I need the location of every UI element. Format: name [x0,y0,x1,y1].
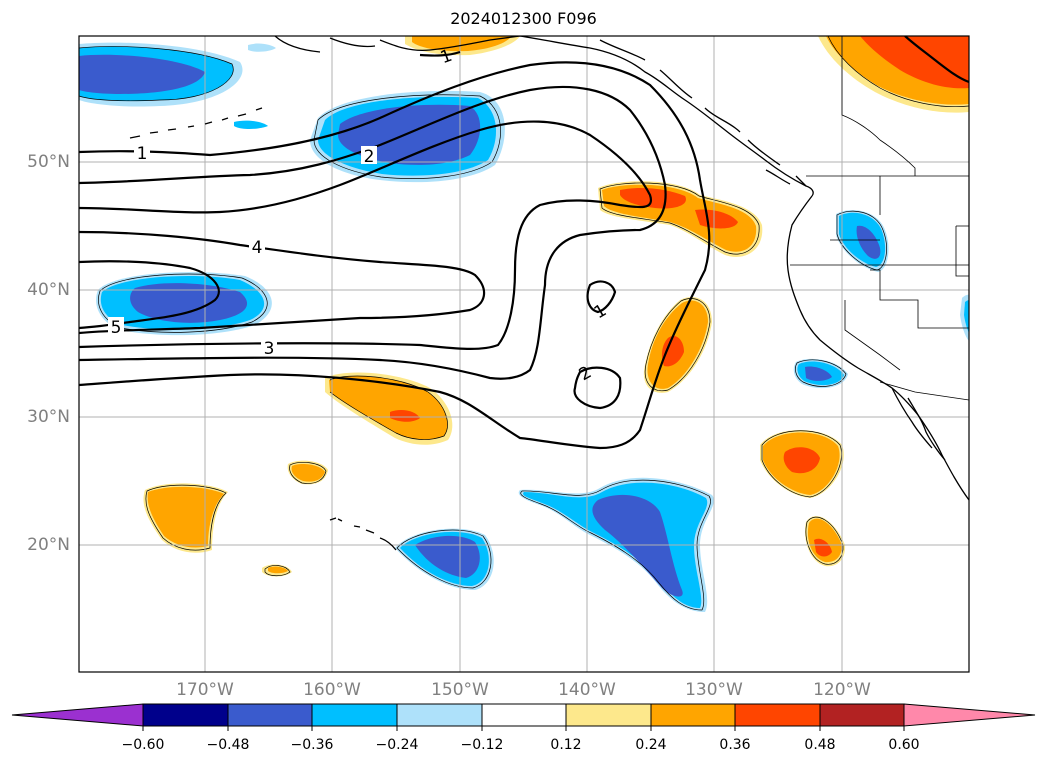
colorbar-segment [819,703,905,727]
contour-small-2 [573,366,622,410]
colorbar-tick-label: 0.48 [804,737,836,753]
colorbar-tick-label: 0.36 [719,737,751,753]
lat-label: 20°N [27,535,70,555]
lon-label: 130°W [685,680,743,700]
baja-coast [891,387,946,461]
map-title: 2024012300 F096 [450,9,597,28]
colorbar-tick-label: −0.24 [375,737,419,753]
lat-label: 50°N [27,152,70,172]
colorbar-segment [650,703,736,727]
colorbar-tick-label: −0.12 [460,737,504,753]
colorbar-segment [734,703,821,727]
colorbar-tick-label: 0.24 [635,737,667,753]
colorbar-extend-low [11,703,144,727]
contour-label: 2 [364,147,375,167]
lon-label: 140°W [558,680,616,700]
map-frame [78,35,970,673]
colorbar [11,703,1036,731]
lon-label: 150°W [431,680,489,700]
lon-label: 120°W [813,680,871,700]
colorbar-tick-label: 0.60 [888,737,920,753]
coastlines [129,36,969,551]
alaska-coast [274,36,814,197]
colorbar-extend-high [903,703,1036,727]
lat-label: 30°N [27,407,70,427]
anomaly-outlines [79,36,969,611]
contour-2 [79,85,667,380]
colorbar-segment [396,703,483,727]
colorbar-segment [227,703,313,727]
contour-top-right [904,36,969,84]
political-borders [790,36,969,401]
contour-label: 1 [137,144,148,164]
colorbar-tick-label: 0.12 [550,737,582,753]
lon-label: 160°W [303,680,361,700]
colorbar-segment [311,703,398,727]
colorbar-segment [142,703,229,727]
contour-label: 3 [264,339,275,359]
contour-1 [79,61,711,450]
contour-4 [79,230,486,335]
contour-label: 1 [591,300,610,323]
contour-label: 5 [111,318,122,338]
lat-label: 40°N [27,280,70,300]
colorbar-tick-label: −0.48 [206,737,250,753]
colorbar-tick-label: −0.36 [290,737,334,753]
contour-label: 2 [576,362,595,385]
colorbar-segment [565,703,652,727]
hawaii-islands [329,517,397,551]
contour-lines [79,36,969,450]
contour-3 [79,120,653,350]
colorbar-segment [481,703,567,727]
contour-label: 4 [252,238,263,258]
graticule [79,36,969,672]
lon-label: 170°W [176,680,234,700]
map-content [79,36,969,672]
contour-small-1 [586,280,617,314]
us-west-coast [786,195,969,501]
colorbar-tick-label: −0.60 [121,737,165,753]
